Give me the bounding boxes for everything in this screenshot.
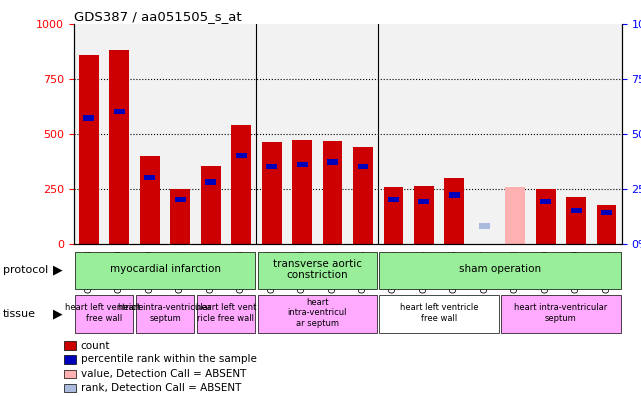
Text: tissue: tissue	[3, 308, 36, 319]
Bar	[479, 223, 490, 229]
Bar	[114, 109, 125, 114]
Bar	[79, 55, 99, 244]
Bar	[75, 295, 133, 333]
Bar	[566, 197, 586, 244]
Text: GDS387 / aa051505_s_at: GDS387 / aa051505_s_at	[74, 10, 242, 23]
Bar	[322, 141, 342, 244]
Bar	[414, 187, 434, 244]
Bar	[444, 177, 464, 244]
Text: heart left ventricle
free wall: heart left ventricle free wall	[65, 303, 144, 323]
Bar	[449, 192, 460, 198]
Bar	[64, 369, 76, 379]
Bar	[201, 166, 221, 244]
Text: value, Detection Call = ABSENT: value, Detection Call = ABSENT	[81, 369, 246, 379]
Bar	[536, 188, 556, 244]
Bar	[197, 295, 255, 333]
Bar	[64, 341, 76, 350]
Text: ▶: ▶	[53, 264, 63, 276]
Text: heart left ventricle
free wall: heart left ventricle free wall	[400, 303, 478, 323]
Bar	[236, 153, 247, 158]
Bar	[64, 384, 76, 392]
Bar	[597, 205, 617, 244]
Bar	[175, 197, 186, 202]
Text: heart
intra-ventricul
ar septum: heart intra-ventricul ar septum	[288, 298, 347, 328]
Text: myocardial infarction: myocardial infarction	[110, 265, 221, 274]
Bar	[266, 164, 277, 169]
Text: sham operation: sham operation	[459, 265, 541, 274]
Bar	[388, 197, 399, 202]
Text: rank, Detection Call = ABSENT: rank, Detection Call = ABSENT	[81, 383, 241, 393]
Text: ▶: ▶	[53, 307, 63, 320]
Bar	[140, 156, 160, 244]
Bar	[83, 115, 94, 121]
Bar	[262, 143, 281, 244]
Bar	[501, 295, 620, 333]
Bar	[540, 199, 551, 204]
Bar	[379, 295, 499, 333]
Bar	[75, 251, 255, 289]
Text: heart intra-ventricular
septum: heart intra-ventricular septum	[119, 303, 212, 323]
Bar	[505, 187, 525, 244]
Text: protocol: protocol	[3, 265, 49, 275]
Bar	[231, 125, 251, 244]
Bar	[110, 50, 129, 244]
Bar	[171, 188, 190, 244]
Bar	[64, 355, 76, 364]
Text: heart left vent
ricle free wall: heart left vent ricle free wall	[196, 303, 256, 323]
Bar	[297, 162, 308, 167]
Text: transverse aortic
constriction: transverse aortic constriction	[273, 259, 362, 280]
Bar	[570, 208, 581, 213]
Bar	[205, 179, 216, 185]
Bar	[358, 164, 369, 169]
Bar	[258, 295, 377, 333]
Bar	[353, 147, 373, 244]
Text: heart intra-ventricular
septum: heart intra-ventricular septum	[514, 303, 608, 323]
Bar	[419, 199, 429, 204]
Bar	[383, 187, 403, 244]
Bar	[327, 159, 338, 165]
Text: count: count	[81, 341, 110, 351]
Text: percentile rank within the sample: percentile rank within the sample	[81, 354, 256, 364]
Bar	[379, 251, 620, 289]
Bar	[136, 295, 194, 333]
Bar	[292, 140, 312, 244]
Bar	[144, 175, 155, 180]
Bar	[258, 251, 377, 289]
Bar	[601, 210, 612, 215]
